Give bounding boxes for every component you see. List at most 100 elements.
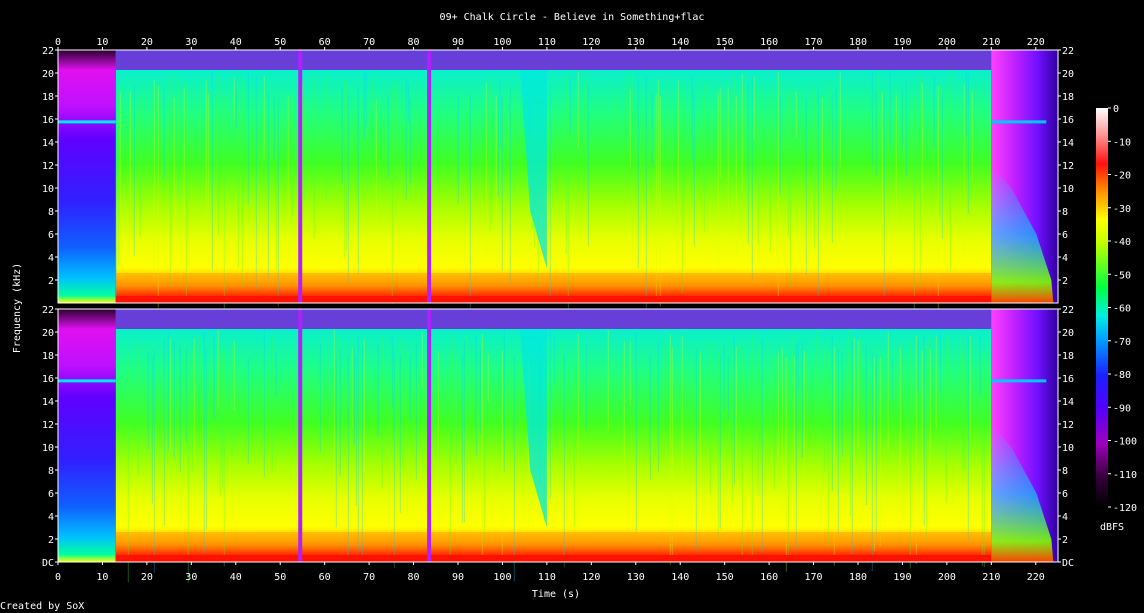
- x-tick-label: 200: [938, 572, 956, 583]
- x-tick-label: 160: [760, 37, 778, 48]
- colorbar: 0 -10 -20 -30 -40 -50 -60 -70 -80 -90 -100 -110 -120: [1096, 104, 1137, 514]
- outro-region: [991, 309, 1058, 562]
- y-tick-label: 20: [1062, 328, 1074, 339]
- colorbar-tick-label: -80: [1113, 370, 1131, 381]
- x-tick-label: 190: [893, 572, 911, 583]
- x-tick-label: 120: [582, 37, 600, 48]
- top-band: [115, 309, 992, 329]
- outro-region: [991, 50, 1058, 303]
- streak-texture: [115, 70, 981, 322]
- x-tick-label: 130: [627, 572, 645, 583]
- y-tick-label: 12: [42, 161, 54, 172]
- x-tick-label: 50: [274, 37, 286, 48]
- y-tick-label: 16: [1062, 374, 1074, 385]
- y-tick-label: 8: [48, 466, 54, 477]
- x-tick-label: 60: [319, 572, 331, 583]
- colorbar-tick-label: -100: [1113, 437, 1137, 448]
- y-tick-label: 22: [42, 305, 54, 316]
- x-tick-label: 200: [938, 37, 956, 48]
- x-tick-label: 160: [760, 572, 778, 583]
- x-tick-label: 170: [805, 37, 823, 48]
- x-tick-label: 150: [716, 572, 734, 583]
- x-tick-label: 20: [141, 572, 153, 583]
- y-tick-label: 20: [1062, 69, 1074, 80]
- x-tick-label: 120: [582, 572, 600, 583]
- intro-region: [58, 50, 116, 303]
- x-tick-label: 30: [185, 37, 197, 48]
- y-tick-label: 2: [1062, 535, 1068, 546]
- colorbar-tick-label: -20: [1113, 171, 1131, 182]
- y-tick-label: 14: [1062, 138, 1074, 149]
- y-tick-label: 16: [42, 374, 54, 385]
- silence-gap: [298, 50, 303, 303]
- y-tick-label: 14: [1062, 397, 1074, 408]
- top-band: [115, 50, 992, 70]
- x-tick-label: 180: [849, 37, 867, 48]
- silence-gap: [298, 309, 303, 562]
- y-tick-label: 22: [42, 46, 54, 57]
- y-tick-label: 10: [42, 443, 54, 454]
- x-tick-label: 50: [274, 572, 286, 583]
- y-tick-label: 14: [42, 138, 54, 149]
- y-tick-label: 10: [1062, 443, 1074, 454]
- colorbar-tick-label: -40: [1113, 237, 1131, 248]
- mid-dip: [520, 329, 547, 528]
- x-tick-label: 100: [493, 572, 511, 583]
- music-body: [115, 309, 992, 562]
- bass-band: [115, 555, 992, 562]
- x-tick-label: 110: [538, 572, 556, 583]
- colorbar-tick-label: -110: [1113, 470, 1137, 481]
- x-tick-label: 90: [452, 572, 464, 583]
- x-tick-label: 70: [363, 572, 375, 583]
- y-tick-label: 16: [1062, 115, 1074, 126]
- intro-region: [58, 309, 116, 562]
- y-tick-label: 18: [42, 92, 54, 103]
- colorbar-label: dBFS: [1100, 522, 1124, 533]
- x-tick-label: 10: [96, 572, 108, 583]
- tone-line: [58, 120, 116, 124]
- y-tick-label: 8: [48, 207, 54, 218]
- y-tick-label: 6: [48, 230, 54, 241]
- x-tick-label: 0: [55, 572, 61, 583]
- y-tick-label: 22: [1062, 305, 1074, 316]
- x-tick-label: 220: [1027, 37, 1045, 48]
- tone-line: [58, 379, 116, 383]
- colorbar-tick-label: -120: [1113, 503, 1137, 514]
- tone-line: [991, 120, 1047, 124]
- y-tick-label: 12: [1062, 161, 1074, 172]
- mid-dip: [520, 70, 547, 269]
- colorbar-tick-label: -90: [1113, 403, 1131, 414]
- x-tick-label: 30: [185, 572, 197, 583]
- y-tick-label: 20: [42, 69, 54, 80]
- x-tick-label: 10: [96, 37, 108, 48]
- silence-gap: [427, 309, 432, 562]
- y-tick-label: 4: [48, 512, 54, 523]
- x-tick-label: 110: [538, 37, 556, 48]
- channel-panel: [57, 49, 1059, 322]
- x-tick-label: 100: [493, 37, 511, 48]
- chart-title: 09+ Chalk Circle - Believe in Something+…: [440, 12, 705, 23]
- x-tick-label: 190: [893, 37, 911, 48]
- y-tick-label: 2: [1062, 276, 1068, 287]
- colorbar-tick-label: -30: [1113, 204, 1131, 215]
- y-tick-label: 18: [1062, 92, 1074, 103]
- y-tick-label: 16: [42, 115, 54, 126]
- x-tick-label: 20: [141, 37, 153, 48]
- x-tick-label: 220: [1027, 572, 1045, 583]
- x-tick-label: 180: [849, 572, 867, 583]
- x-axis-label: Time (s): [532, 589, 580, 600]
- colorbar-tick-label: -60: [1113, 304, 1131, 315]
- y-tick-label: 22: [1062, 46, 1074, 57]
- y-tick-label: 2: [48, 276, 54, 287]
- colorbar-tick-label: -50: [1113, 270, 1131, 281]
- x-tick-label: 80: [408, 572, 420, 583]
- x-tick-label: 60: [319, 37, 331, 48]
- music-body: [115, 50, 992, 303]
- x-tick-label: 40: [230, 37, 242, 48]
- y-tick-label: DC: [1062, 558, 1074, 569]
- x-tick-label: 140: [671, 37, 689, 48]
- y-tick-label: 12: [42, 420, 54, 431]
- panel-frame: [57, 49, 1059, 304]
